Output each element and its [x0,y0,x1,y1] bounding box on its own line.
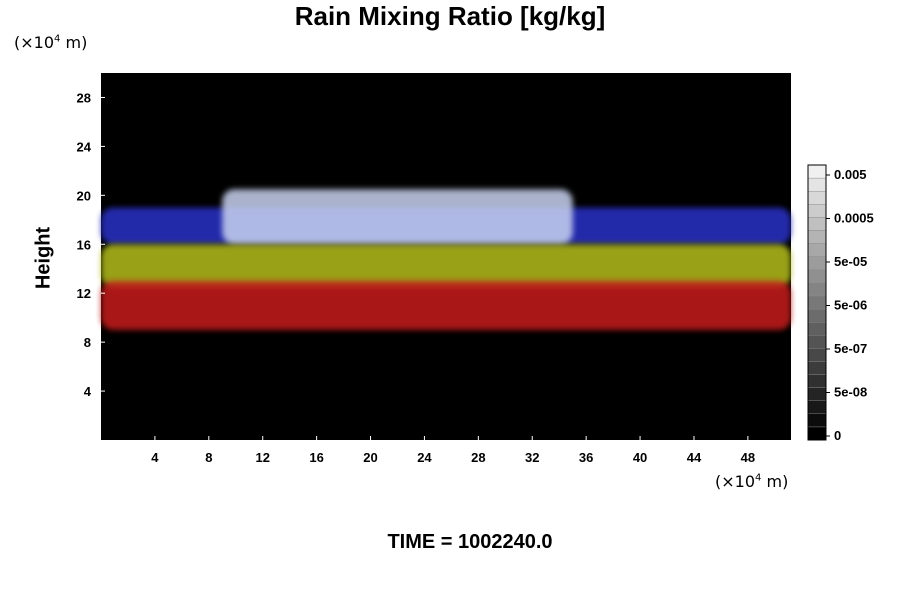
colorbar-swatch [807,256,827,270]
colorbar-swatch [807,321,827,336]
x-tick-label: 48 [741,450,755,465]
x-unit-prefix: (×10 [715,472,756,491]
colorbar-swatch [807,217,827,231]
x-tick-label: 44 [687,450,702,465]
y-tick-label: 20 [77,188,91,203]
x-unit-suffix: m) [761,472,789,491]
x-tick-label: 32 [525,450,539,465]
x-tick-label: 8 [205,450,212,465]
x-tick-label: 40 [633,450,647,465]
chart-title: Rain Mixing Ratio [kg/kg] [294,1,606,31]
colorbar-label: 0.005 [834,167,867,182]
y-tick-label: 8 [84,335,91,350]
y-unit-prefix: (×10 [14,33,55,52]
colorbar-swatch [807,164,827,179]
time-label: TIME = 1002240.0 [387,531,553,553]
y-axis-unit: (×104 m) [14,33,87,52]
x-tick-label: 24 [417,450,432,465]
y-unit-suffix: m) [60,33,88,52]
colorbar-swatch [807,230,827,244]
colorbar-swatch [807,413,827,428]
y-tick-label: 28 [77,90,91,105]
y-unit-exponent: 4 [54,33,61,45]
field-layer-1 [222,189,573,245]
x-tick-label: 36 [579,450,593,465]
y-tick-label: 12 [77,286,91,301]
colorbar-label: 5e-05 [834,254,867,269]
colorbar-swatch [807,243,827,257]
colorbar-swatch [807,190,827,205]
colorbar-swatch [807,400,827,415]
x-tick-label: 12 [255,450,269,465]
colorbar-swatch [807,387,827,401]
colorbar-frame [807,164,827,441]
x-tick-label: 28 [471,450,485,465]
y-axis-ticks: 4 8 12 16 20 24 28 [77,90,105,399]
colorbar-swatch [807,295,827,310]
colorbar-label: 5e-07 [834,341,867,356]
colorbar-swatch [807,348,827,362]
y-tick-label: 24 [77,139,92,154]
y-tick-label: 16 [77,237,91,252]
x-axis-ticks: 4 8 12 16 20 24 28 32 36 40 44 48 [151,436,755,465]
y-tick-label: 4 [84,384,92,399]
colorbar-swatch [807,282,827,297]
colorbar-label: 5e-08 [834,385,867,400]
field-layer-2 [101,244,791,288]
x-tick-label: 16 [309,450,323,465]
colorbar-swatch [807,374,827,388]
colorbar-swatch [807,426,827,441]
x-tick-label: 20 [363,450,377,465]
colorbar-label: 5e-06 [834,298,867,313]
x-axis-unit: (×104 m) [715,472,788,491]
colorbar-swatch [807,177,827,192]
colorbar: 0.005 0.0005 5e-05 5e-06 5e-07 5e-08 0 [807,164,874,443]
x-tick-label: 4 [151,450,159,465]
colorbar-label: 0 [834,428,841,443]
colorbar-swatch [807,361,827,375]
x-unit-exponent: 4 [755,472,762,484]
field-layer-3 [101,280,791,330]
colorbar-swatch [807,308,827,323]
colorbar-label: 0.0005 [834,211,874,226]
field-layers [101,189,791,330]
colorbar-swatch [807,204,827,218]
colorbar-swatch [807,269,827,284]
colorbar-swatch [807,335,827,349]
